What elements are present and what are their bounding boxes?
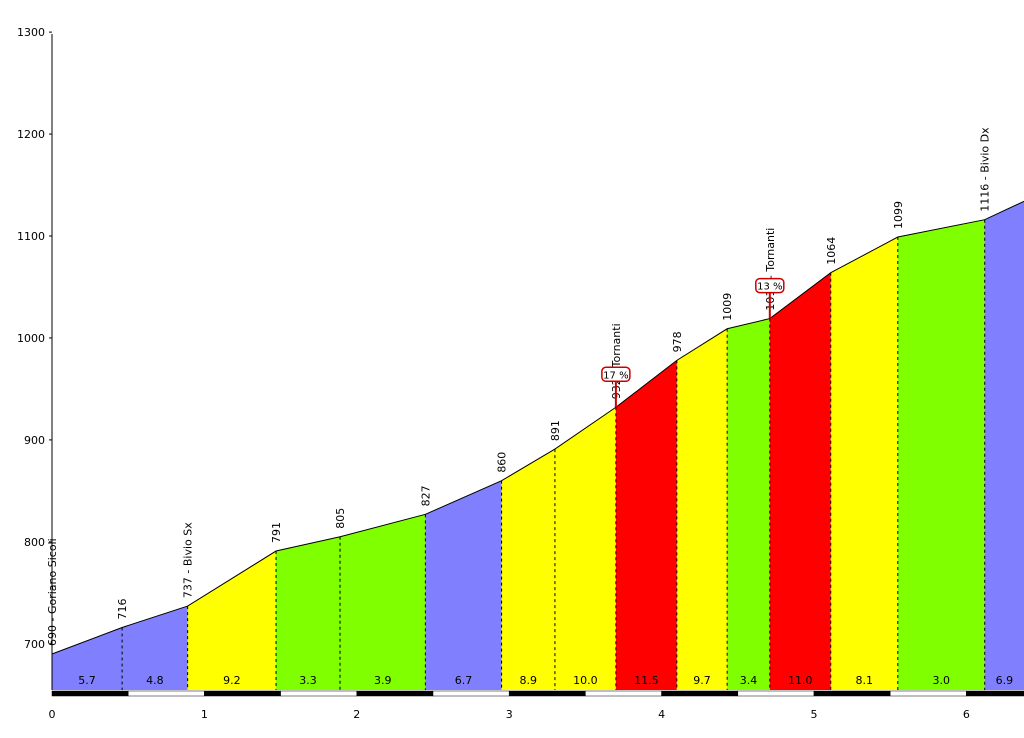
km-bar-block [737, 690, 815, 697]
x-tick-label: 1 [201, 708, 208, 721]
km-bar-block [585, 690, 662, 697]
y-tick-label: 1000 [17, 332, 45, 345]
profile-segment [52, 627, 123, 690]
x-tick-label: 5 [811, 708, 818, 721]
profile-segment [122, 606, 188, 690]
y-tick-label: 1300 [17, 26, 45, 39]
km-bar-block [813, 690, 891, 697]
x-tick-label: 3 [506, 708, 513, 721]
callout-text: 17 % [603, 370, 628, 381]
gradient-label: 3.3 [299, 674, 317, 687]
profile-segment [676, 328, 728, 690]
callout-box [601, 366, 631, 383]
km-bar-block [966, 690, 1024, 697]
y-tick-label: 1200 [17, 128, 45, 141]
km-bar-block [204, 690, 281, 697]
km-bar-block [889, 690, 967, 697]
point-label: 860 [496, 452, 509, 473]
callout-text: 13 % [757, 282, 782, 293]
km-bar-block [127, 690, 205, 697]
profile-segment [769, 272, 831, 690]
gradient-label: 8.1 [856, 674, 874, 687]
gradient-label: 3.9 [374, 674, 392, 687]
point-label: 1099 [892, 201, 905, 229]
gradient-label: 3.4 [740, 674, 758, 687]
profile-segment [276, 536, 341, 690]
gradient-label: 4.8 [146, 674, 164, 687]
profile-segment [727, 318, 770, 690]
gradient-label: 5.7 [78, 674, 96, 687]
profile-segment [830, 237, 898, 690]
km-bar-block [508, 690, 586, 697]
y-tick-label: 1100 [17, 230, 45, 243]
point-label: 791 [270, 522, 283, 543]
km-bar-block [661, 690, 739, 697]
gradient-label: 9.7 [693, 674, 711, 687]
profile-segment [501, 449, 555, 690]
point-label: 827 [419, 485, 432, 506]
gradient-callouts: 17 % 13 % [601, 277, 785, 408]
point-label: 978 [671, 331, 684, 352]
profile-segment [425, 480, 502, 690]
profile-line [51, 200, 1024, 655]
point-label: 805 [334, 508, 347, 529]
profile-segment [187, 551, 277, 690]
profile-segment [897, 219, 985, 690]
km-bar-block [51, 690, 129, 697]
profile-segment [615, 360, 677, 690]
y-tick-label: 900 [24, 434, 45, 447]
point-label: 716 [116, 598, 129, 619]
point-label: 737 - Bivio Sx [182, 522, 195, 598]
profile-outline [51, 200, 1024, 655]
x-tick-label: 4 [658, 708, 665, 721]
profile-segment [554, 407, 616, 690]
profile-segment [340, 514, 426, 690]
km-bar-block [356, 690, 434, 697]
point-labels: 690 - Goriano Sicoli 716 737 - Bivio Sx 791… [46, 127, 992, 646]
gradient-label: 6.7 [455, 674, 473, 687]
gradient-label: 10.0 [573, 674, 598, 687]
km-bar-block [432, 690, 510, 697]
gradient-label: 8.9 [520, 674, 538, 687]
gradient-label: 3.0 [933, 674, 951, 687]
gradient-label: 11.0 [788, 674, 813, 687]
km-bar-block [280, 690, 358, 697]
gradient-label: 9.2 [223, 674, 241, 687]
point-label: 690 - Goriano Sicoli [46, 538, 59, 646]
y-tick-label: 800 [24, 536, 45, 549]
profile-segments: 5.7 4.8 9.2 3.3 3.9 6.7 8.9 10.0 11.5 9.7 3.4 11.0 8… [52, 201, 1024, 691]
segment-dividers [121, 219, 986, 690]
x-tick-label: 0 [49, 708, 56, 721]
point-label: 1116 - Bivio Dx [979, 127, 992, 212]
y-tick-label: 700 [24, 638, 45, 651]
point-label: 1009 [721, 293, 734, 321]
point-label: 1064 [825, 237, 838, 265]
point-label: 891 [549, 420, 562, 441]
axes: 700 800 900 1000 1100 1200 1300 0 1 2 3 4 5 6 [17, 26, 1024, 721]
x-tick-label: 6 [963, 708, 970, 721]
gradient-label: 11.5 [634, 674, 659, 687]
profile-segment [984, 201, 1024, 691]
gradient-label: 6.9 [996, 674, 1014, 687]
callout-box [755, 277, 785, 294]
x-tick-label: 2 [353, 708, 360, 721]
